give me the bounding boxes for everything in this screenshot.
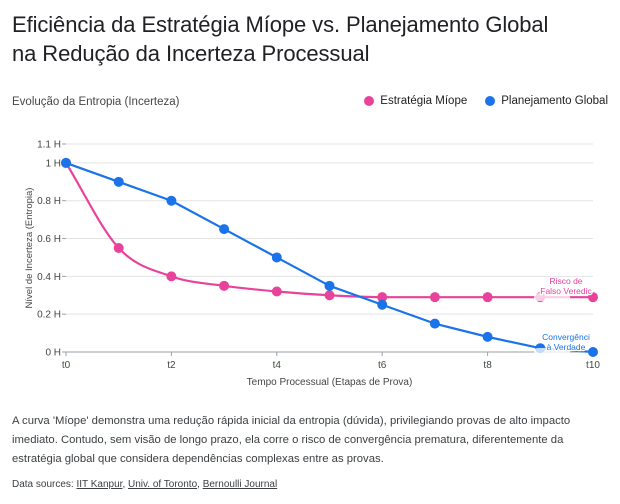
sources-separator: , <box>197 479 203 490</box>
data-point-miope <box>219 280 230 291</box>
chart-title-line-1: Eficiência da Estratégia Míope vs. Plane… <box>12 12 549 37</box>
x-tick-label: t4 <box>273 360 282 371</box>
legend-marker-global <box>485 96 496 106</box>
source-link-bernoulli-journal[interactable]: Bernoulli Journal <box>202 479 278 490</box>
data-point-global <box>324 280 335 291</box>
data-point-miope <box>271 286 282 297</box>
annotation-label-convergencia-verdade: à Verdade <box>547 342 586 352</box>
x-tick-label: t10 <box>586 360 600 371</box>
data-point-global <box>166 195 177 206</box>
annotation-backdrop <box>534 293 570 302</box>
legend: Estratégia Míope Planejamento Global <box>364 95 608 107</box>
legend-label-global: Planejamento Global <box>501 95 608 107</box>
line-chart: 0 H 0.2 H 0.4 H 0.6 H 0.8 H 1 H 1.1 H t0 t2 t4 t6 t… <box>24 140 600 389</box>
y-tick-label: 1 H <box>45 158 61 169</box>
sources-separator: , <box>122 479 129 490</box>
sources-prefix: Data sources: <box>12 479 74 490</box>
x-tick-label: t8 <box>483 360 492 371</box>
y-tick-label: 0.2 H <box>37 310 61 321</box>
chart-subtitle: Evolução da Entropia (Incerteza) <box>12 96 180 108</box>
y-tick-label: 0 H <box>45 348 61 359</box>
data-sources: Data sources: IIT Kanpur, Univ. of Toron… <box>12 479 277 490</box>
source-link-univ-toronto[interactable]: Univ. of Toronto <box>128 479 198 490</box>
data-point-global <box>429 318 440 329</box>
y-axis-title: Nível de Incerteza (Entropia) <box>24 188 35 309</box>
series-line-miope <box>65 162 593 299</box>
data-point-miope <box>482 292 493 303</box>
data-point-global <box>219 224 230 235</box>
y-tick-label: 0.4 H <box>37 272 61 283</box>
legend-item-miope[interactable]: Estratégia Míope <box>364 95 467 107</box>
data-point-miope <box>113 243 124 253</box>
x-axis-title: Tempo Processual (Etapas de Prova) <box>247 377 413 388</box>
chart-title: Eficiência da Estratégia Míope vs. Plane… <box>12 10 608 68</box>
data-point-miope <box>377 292 388 303</box>
data-point-global <box>482 331 493 342</box>
annotation-label-convergencia-verdade: Convergênci <box>542 332 590 342</box>
data-point-global <box>377 299 388 310</box>
x-tick-label: t2 <box>167 360 176 371</box>
chart-description: A curva 'Míope' demonstra uma redução rá… <box>12 415 571 465</box>
y-tick-label: 0.8 H <box>37 196 61 207</box>
data-point-miope <box>166 271 177 282</box>
legend-label-miope: Estratégia Míope <box>380 95 468 107</box>
legend-item-global[interactable]: Planejamento Global <box>485 95 608 107</box>
legend-marker-miope <box>364 96 375 106</box>
data-point-global <box>271 252 282 263</box>
x-tick-label: t0 <box>62 360 71 371</box>
annotation-backdrop <box>534 348 570 356</box>
series-line-global <box>65 161 594 354</box>
data-point-global <box>113 176 124 187</box>
chart-title-line-2: na Redução da Incerteza Processual <box>12 41 370 66</box>
data-point-miope <box>324 290 335 301</box>
y-tick-label: 0.6 H <box>37 234 61 245</box>
annotation-label-risco-falso-veredicto: Falso Veredic <box>540 286 592 296</box>
x-tick-label: t6 <box>378 360 387 371</box>
source-link-iit-kanpur[interactable]: IIT Kanpur <box>76 479 123 490</box>
data-point-miope <box>429 292 440 303</box>
y-tick-label: 1.1 H <box>37 140 61 151</box>
annotation-label-risco-falso-veredicto: Risco de <box>549 276 582 286</box>
data-point-miope <box>588 292 598 303</box>
data-point-global <box>588 347 598 357</box>
data-point-global <box>61 157 71 168</box>
